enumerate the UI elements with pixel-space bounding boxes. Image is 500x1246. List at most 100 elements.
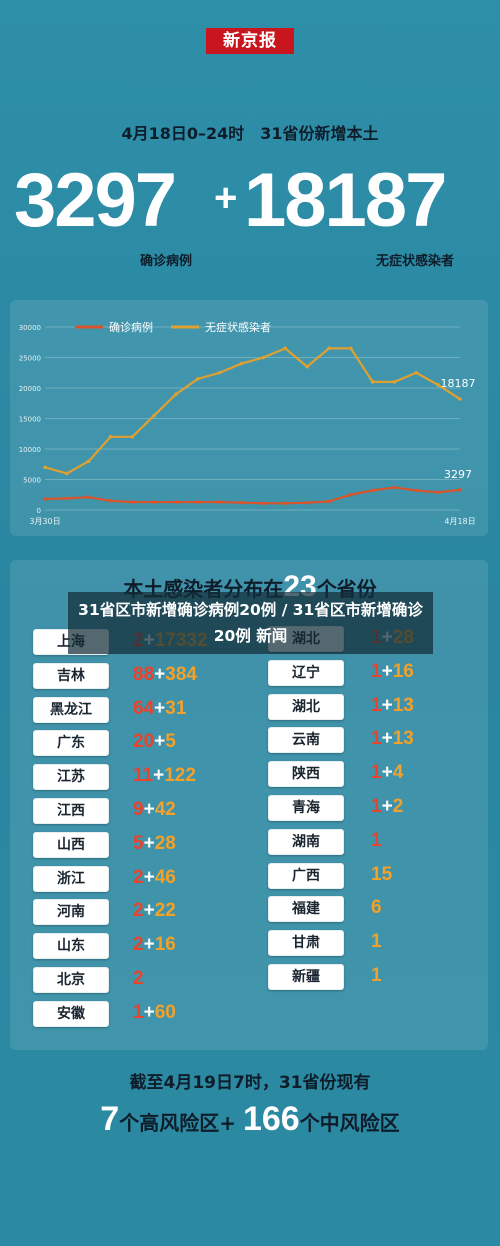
overlay-caption[interactable]: 31省区市新增确诊病例20例 / 31省区市新增确诊20例 新闻 xyxy=(68,592,433,654)
asymptomatic-cases: 16 xyxy=(154,934,176,956)
end-value-label: 3297 xyxy=(444,468,472,481)
data-point xyxy=(43,465,47,470)
data-point xyxy=(370,380,375,384)
data-point xyxy=(370,488,375,493)
confirmed-cases: 5 xyxy=(133,832,144,854)
confirmed-cases: 88 xyxy=(133,663,155,685)
data-point xyxy=(174,500,178,504)
confirmed-cases: 2 xyxy=(133,934,144,956)
y-tick-label: 5000 xyxy=(23,477,41,485)
data-point xyxy=(348,492,353,497)
province-cases: 20+5 xyxy=(133,730,176,754)
data-point xyxy=(283,501,288,506)
province-name: 黑龙江 xyxy=(33,696,109,723)
plus-sign: + xyxy=(154,697,166,719)
data-point xyxy=(414,370,419,375)
province-name: 云南 xyxy=(268,727,344,754)
province-name: 河南 xyxy=(33,899,109,926)
plus-sign: + xyxy=(154,731,166,753)
data-point xyxy=(305,364,309,369)
data-point xyxy=(392,380,397,384)
data-point xyxy=(458,488,462,492)
province-cases: 2+46 xyxy=(133,866,176,890)
province-name: 浙江 xyxy=(33,865,109,892)
province-name: 湖北 xyxy=(268,693,344,720)
province-cases: 1+13 xyxy=(371,694,414,718)
data-point xyxy=(305,500,309,505)
plus-sign: + xyxy=(153,765,165,787)
data-point xyxy=(152,413,157,418)
asymptomatic-count: 18187 xyxy=(244,158,447,243)
data-point xyxy=(174,392,178,396)
logo: 新京报 xyxy=(206,28,294,54)
province-name: 山东 xyxy=(33,933,109,960)
province-name: 青海 xyxy=(268,795,344,821)
data-point xyxy=(239,361,244,366)
confirmed-cases: 1 xyxy=(133,1001,144,1023)
province-cases: 2+22 xyxy=(133,899,176,923)
data-point xyxy=(327,346,331,351)
asymptomatic-cases: 15 xyxy=(371,863,393,885)
series-line xyxy=(44,486,461,505)
asymptomatic-cases: 4 xyxy=(392,762,404,784)
asymptomatic-label: 无症状感染者 xyxy=(376,254,455,269)
province-cases: 11+122 xyxy=(133,764,196,788)
asymptomatic-cases: 13 xyxy=(392,728,414,750)
trend-chart: 0 5000 10000 15000 20000 25000 30000 3月30日 4月18日… xyxy=(19,320,476,526)
data-point xyxy=(130,435,135,439)
x-start-label: 3月30日 xyxy=(29,517,60,526)
data-point xyxy=(65,496,69,501)
asymptomatic-cases: 1 xyxy=(371,965,382,986)
asymptomatic-cases: 6 xyxy=(371,897,382,919)
confirmed-label: 确诊病例 xyxy=(140,254,193,269)
province-name: 山西 xyxy=(33,831,109,858)
series-line xyxy=(44,347,461,475)
y-tick-label: 15000 xyxy=(19,416,41,424)
province-cases: 1 xyxy=(371,930,382,954)
asymptomatic-cases: 16 xyxy=(392,660,414,682)
province-cases: 1+13 xyxy=(371,727,414,751)
confirmed-cases: 2 xyxy=(133,968,144,989)
y-tick-label: 0 xyxy=(37,507,41,515)
data-point xyxy=(152,500,157,504)
data-point xyxy=(436,383,440,387)
province-cases: 6 xyxy=(371,896,382,920)
province-name: 辽宁 xyxy=(268,659,344,686)
confirmed-cases: 1 xyxy=(371,660,382,682)
data-point xyxy=(261,355,266,360)
footer-line1: 截至4月19日7时，31省份现有 xyxy=(129,1073,371,1093)
confirmed-cases: 1 xyxy=(371,728,382,750)
data-point xyxy=(86,495,91,499)
asymptomatic-cases: 31 xyxy=(165,697,187,719)
data-point xyxy=(86,459,91,463)
plus-sign: + xyxy=(143,832,155,854)
y-tick-label: 30000 xyxy=(19,324,41,332)
asymptomatic-cases: 1 xyxy=(371,931,382,953)
province-cases: 1 xyxy=(371,964,382,988)
end-value-label: 18187 xyxy=(441,377,476,390)
data-point xyxy=(261,501,266,506)
asymptomatic-cases: 28 xyxy=(154,832,176,854)
confirmed-cases: 2 xyxy=(133,900,144,922)
plus-sign: + xyxy=(381,660,393,682)
province-name: 广西 xyxy=(268,862,344,889)
confirmed-cases: 1 xyxy=(371,762,382,784)
asymptomatic-cases: 384 xyxy=(165,663,197,685)
legend-label: 确诊病例 xyxy=(109,320,153,334)
province-cases: 88+384 xyxy=(133,663,197,687)
plus-sign: + xyxy=(381,762,393,784)
data-point xyxy=(458,397,462,401)
data-point xyxy=(196,500,200,504)
y-tick-label: 25000 xyxy=(19,355,41,363)
province-cases: 1+2 xyxy=(371,795,403,819)
asymptomatic-cases: 22 xyxy=(154,900,176,922)
data-point xyxy=(196,377,200,381)
data-point xyxy=(217,370,222,375)
province-cases: 15 xyxy=(371,863,392,887)
province-name: 吉林 xyxy=(33,662,109,689)
footer-line2: 7个高风险区+ 166个中风险区 xyxy=(100,1100,400,1138)
confirmed-cases: 11 xyxy=(133,765,154,787)
confirmed-cases: 20 xyxy=(133,731,155,753)
data-point xyxy=(414,488,419,493)
confirmed-count: 3297 xyxy=(14,158,177,243)
